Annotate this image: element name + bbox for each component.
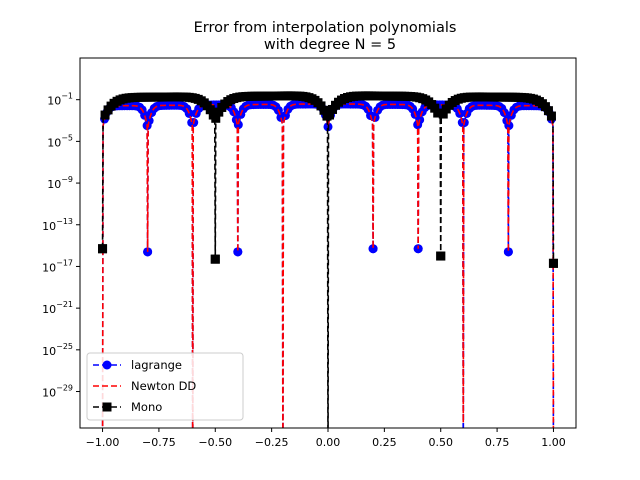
legend-label: Newton DD xyxy=(131,379,196,393)
y-tick-label: 10−29 xyxy=(42,384,73,400)
mono-point xyxy=(546,111,556,121)
series-line-mono xyxy=(101,95,555,428)
y-tick-label: 10−13 xyxy=(42,217,73,233)
mono-point xyxy=(325,110,335,120)
mono-point xyxy=(436,251,446,261)
lagrange-point xyxy=(368,244,378,254)
mono-point xyxy=(211,113,221,123)
legend-box xyxy=(86,352,244,421)
mono-point xyxy=(430,103,440,113)
x-tick-label: −0.75 xyxy=(142,436,176,449)
x-tick-label: 1.00 xyxy=(541,436,566,449)
legend-label: Mono xyxy=(131,400,162,414)
mono-point xyxy=(100,110,110,120)
x-tick-label: −0.50 xyxy=(198,436,232,449)
x-tick-label: 0.00 xyxy=(316,436,341,449)
mono-point xyxy=(433,108,443,118)
chart-title: Error from interpolation polynomials xyxy=(194,20,457,36)
x-tick-label: −1.00 xyxy=(86,436,120,449)
mono-point xyxy=(438,109,448,119)
mono-point xyxy=(98,244,108,254)
series-line-newton-dd xyxy=(101,103,555,428)
y-tick-label: 10−5 xyxy=(47,133,73,149)
mono-point xyxy=(214,107,224,117)
x-tick-label: −0.25 xyxy=(255,436,289,449)
lagrange-point xyxy=(184,108,194,118)
legend: lagrange Newton DD Mono xyxy=(86,352,244,421)
y-tick-label: 10−1 xyxy=(47,92,73,108)
x-tick-label: 0.50 xyxy=(428,436,453,449)
y-tick-label: 10−17 xyxy=(42,258,73,274)
mono-point xyxy=(210,254,220,264)
legend-marker xyxy=(102,402,112,412)
mono-point xyxy=(319,105,329,115)
mono-point xyxy=(548,258,558,268)
mono-point xyxy=(205,105,215,115)
legend-marker xyxy=(102,360,112,370)
chart-subtitle: with degree N = 5 xyxy=(264,37,396,53)
legend-label: lagrange xyxy=(131,358,182,372)
x-tick-label: 0.75 xyxy=(485,436,510,449)
x-tick-label: 0.25 xyxy=(372,436,397,449)
mono-point xyxy=(543,106,553,116)
x-axis: −1.00 −0.75 −0.50 −0.25 0.00 0.25 0.50 0.75 1.00 xyxy=(86,428,566,449)
y-tick-label: 10−25 xyxy=(42,342,73,358)
lagrange-point xyxy=(503,247,513,257)
y-tick-label: 10−21 xyxy=(42,300,73,316)
y-tick-label: 10−9 xyxy=(47,175,73,191)
lagrange-point xyxy=(233,247,243,257)
lagrange-point xyxy=(144,116,154,126)
plot-area xyxy=(98,91,558,428)
y-axis: 10−1 10−5 10−9 10−13 10−17 10−21 10−25 10−29 xyxy=(42,92,80,400)
lagrange-point xyxy=(413,244,423,254)
